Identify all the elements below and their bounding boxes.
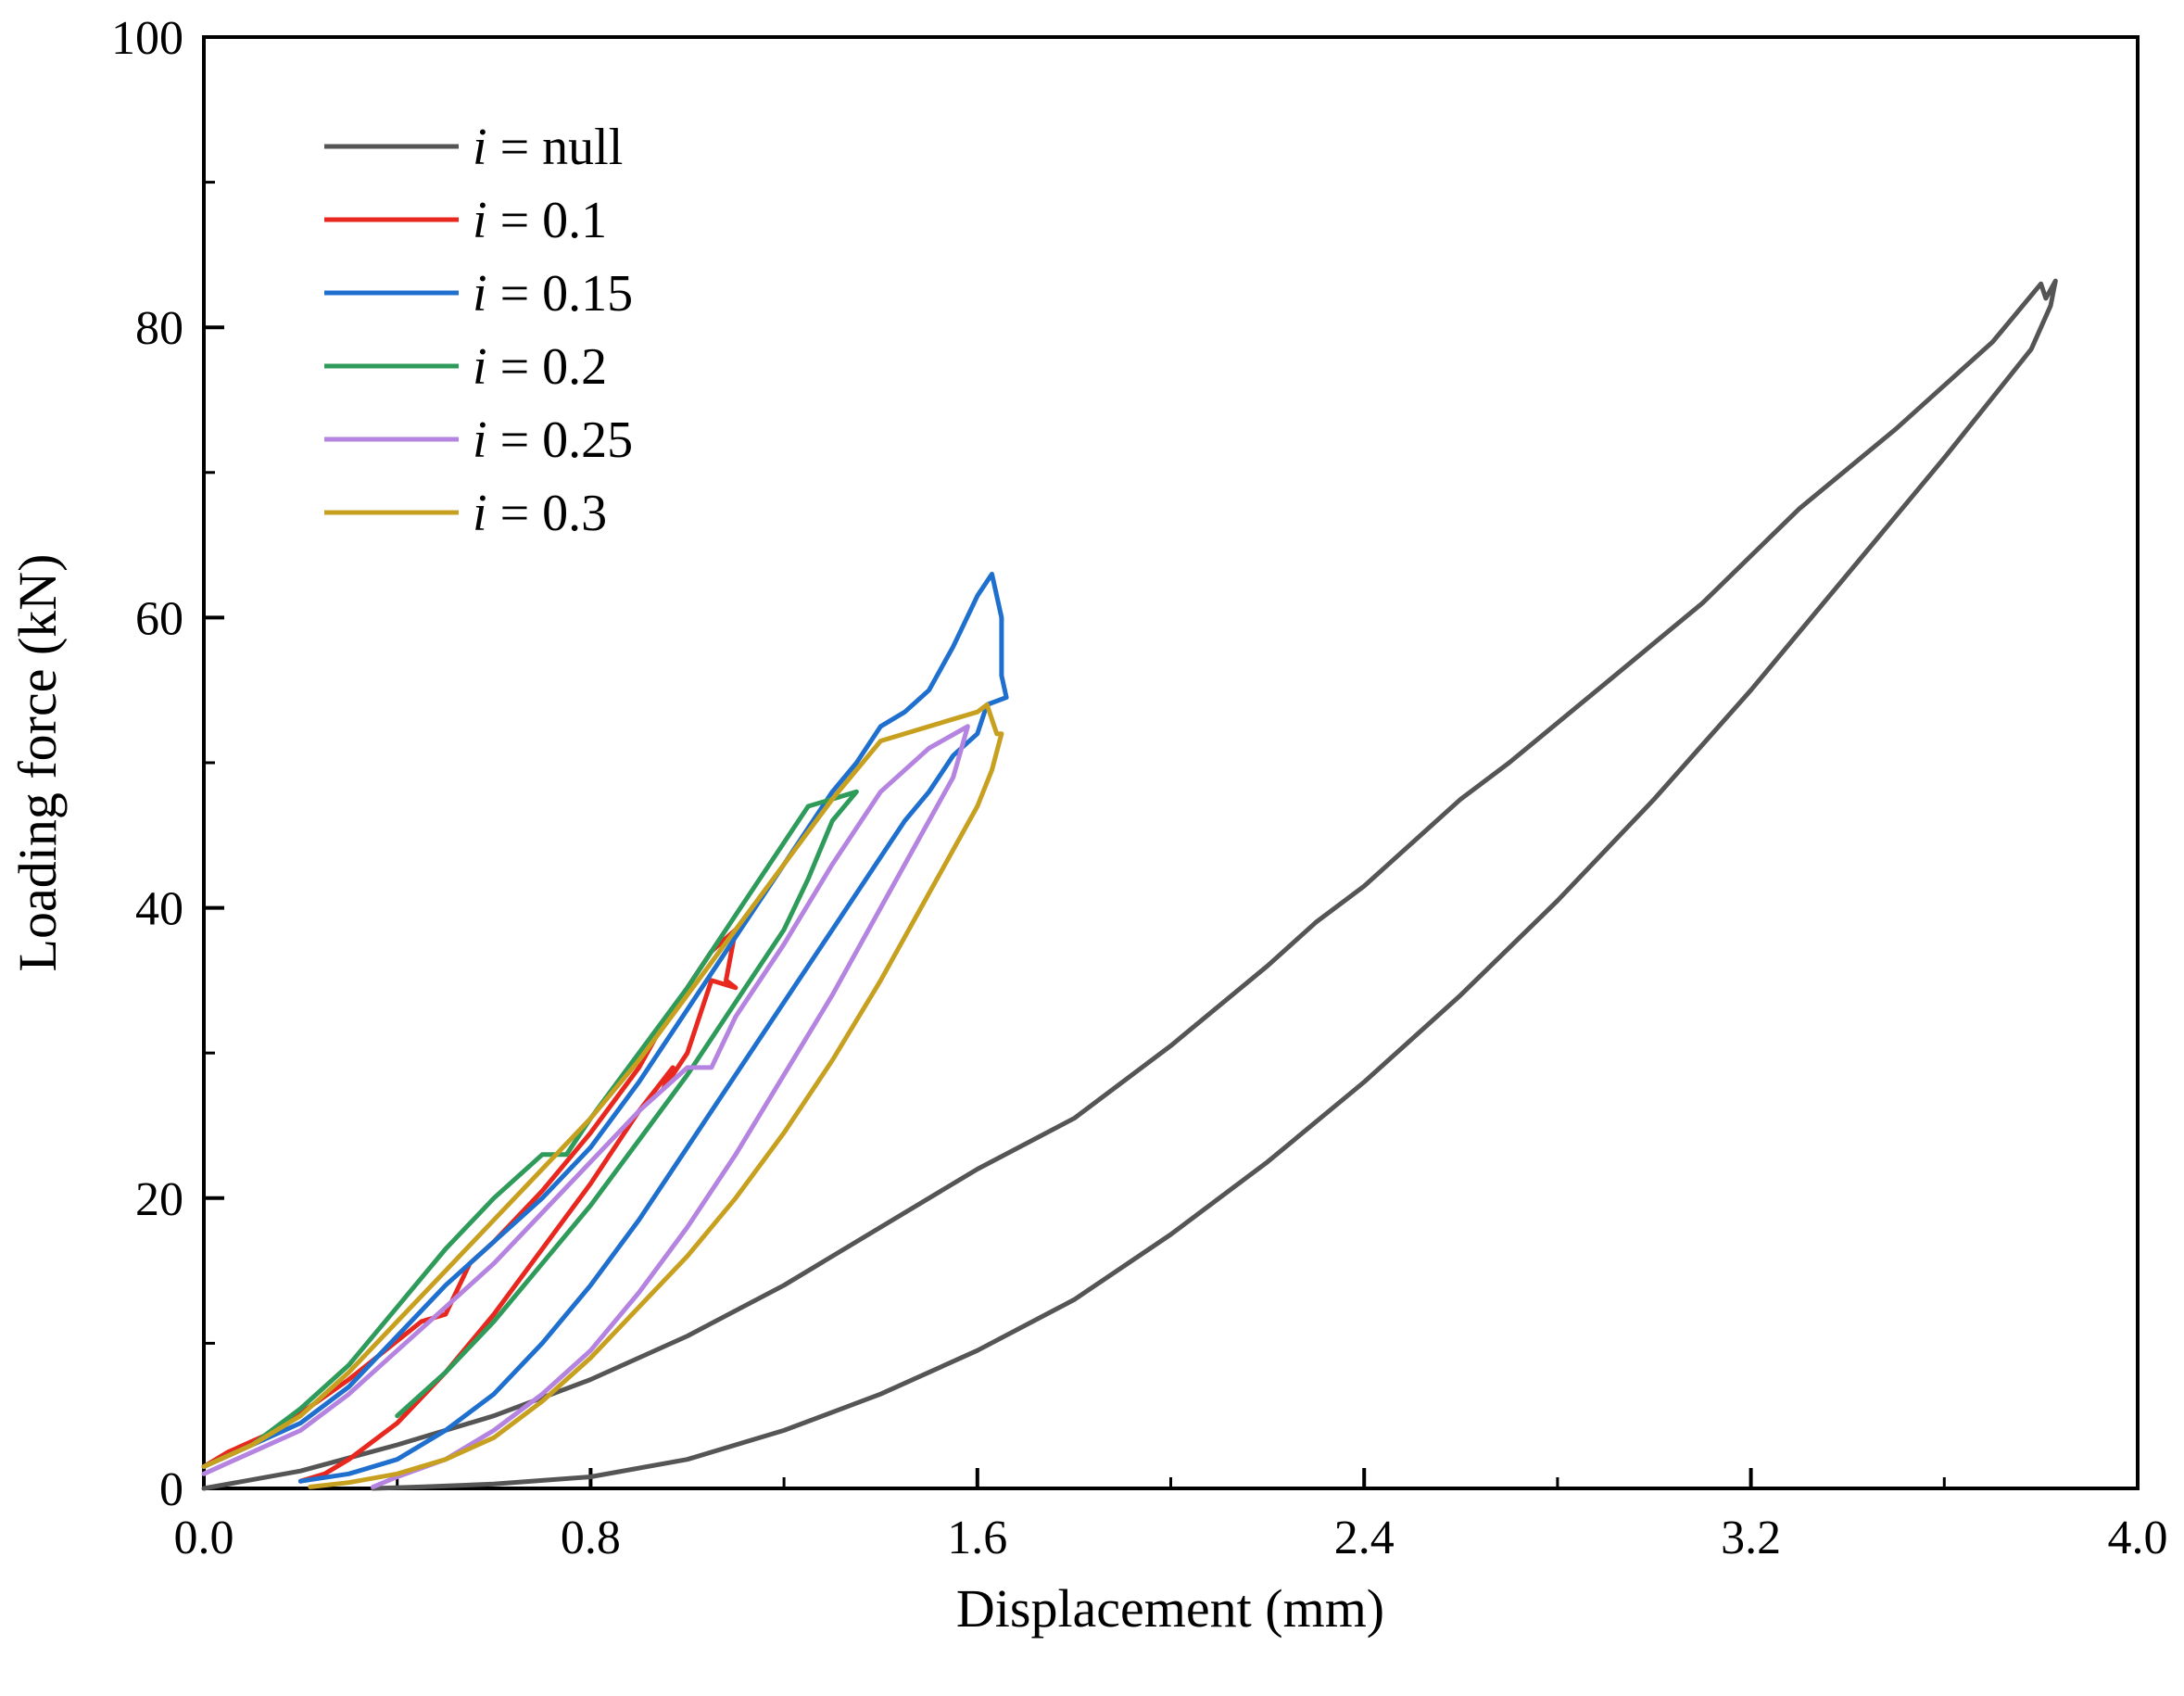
x-tick-label: 0.8: [561, 1512, 621, 1564]
legend-label-5: i = 0.3: [473, 485, 607, 542]
series-group: [201, 278, 2058, 1491]
legend-label-2: i = 0.15: [473, 265, 633, 323]
plot-frame: [202, 35, 2140, 1490]
y-tick-label: 60: [135, 592, 183, 645]
y-tick-label: 0: [159, 1463, 183, 1516]
x-tick-label: 3.2: [1721, 1512, 1781, 1564]
legend-label-0: i = null: [473, 119, 623, 176]
y-tick-label: 80: [135, 302, 183, 355]
y-tick-label: 20: [135, 1173, 183, 1226]
x-axis-title: Displacement (mm): [956, 1578, 1384, 1639]
series-line-2: [201, 571, 1009, 1484]
series-line-5: [201, 702, 1004, 1489]
y-tick-label: 100: [111, 12, 183, 65]
series-line-4: [201, 724, 970, 1489]
y-tick-label: 40: [135, 883, 183, 936]
x-tick-label: 2.4: [1334, 1512, 1395, 1564]
y-axis-title: Loading force (kN): [7, 554, 68, 972]
legend-label-1: i = 0.1: [473, 192, 607, 249]
axis-ticks: 0.0 0.8 1.6 2.4 3.2 4.0 0 20 40 60 80 100: [111, 12, 2168, 1564]
x-tick-label: 1.6: [947, 1512, 1007, 1564]
series-line-0: [201, 278, 2058, 1491]
x-tick-label: 0.0: [174, 1512, 234, 1564]
legend: i = null i = 0.1 i = 0.15 i = 0.2 i = 0.25 i …: [324, 119, 633, 542]
series-line-3: [201, 789, 859, 1469]
legend-label-4: i = 0.25: [473, 411, 633, 469]
x-tick-label: 4.0: [2108, 1512, 2168, 1564]
legend-label-3: i = 0.2: [473, 338, 607, 396]
series-line-1: [201, 927, 739, 1484]
